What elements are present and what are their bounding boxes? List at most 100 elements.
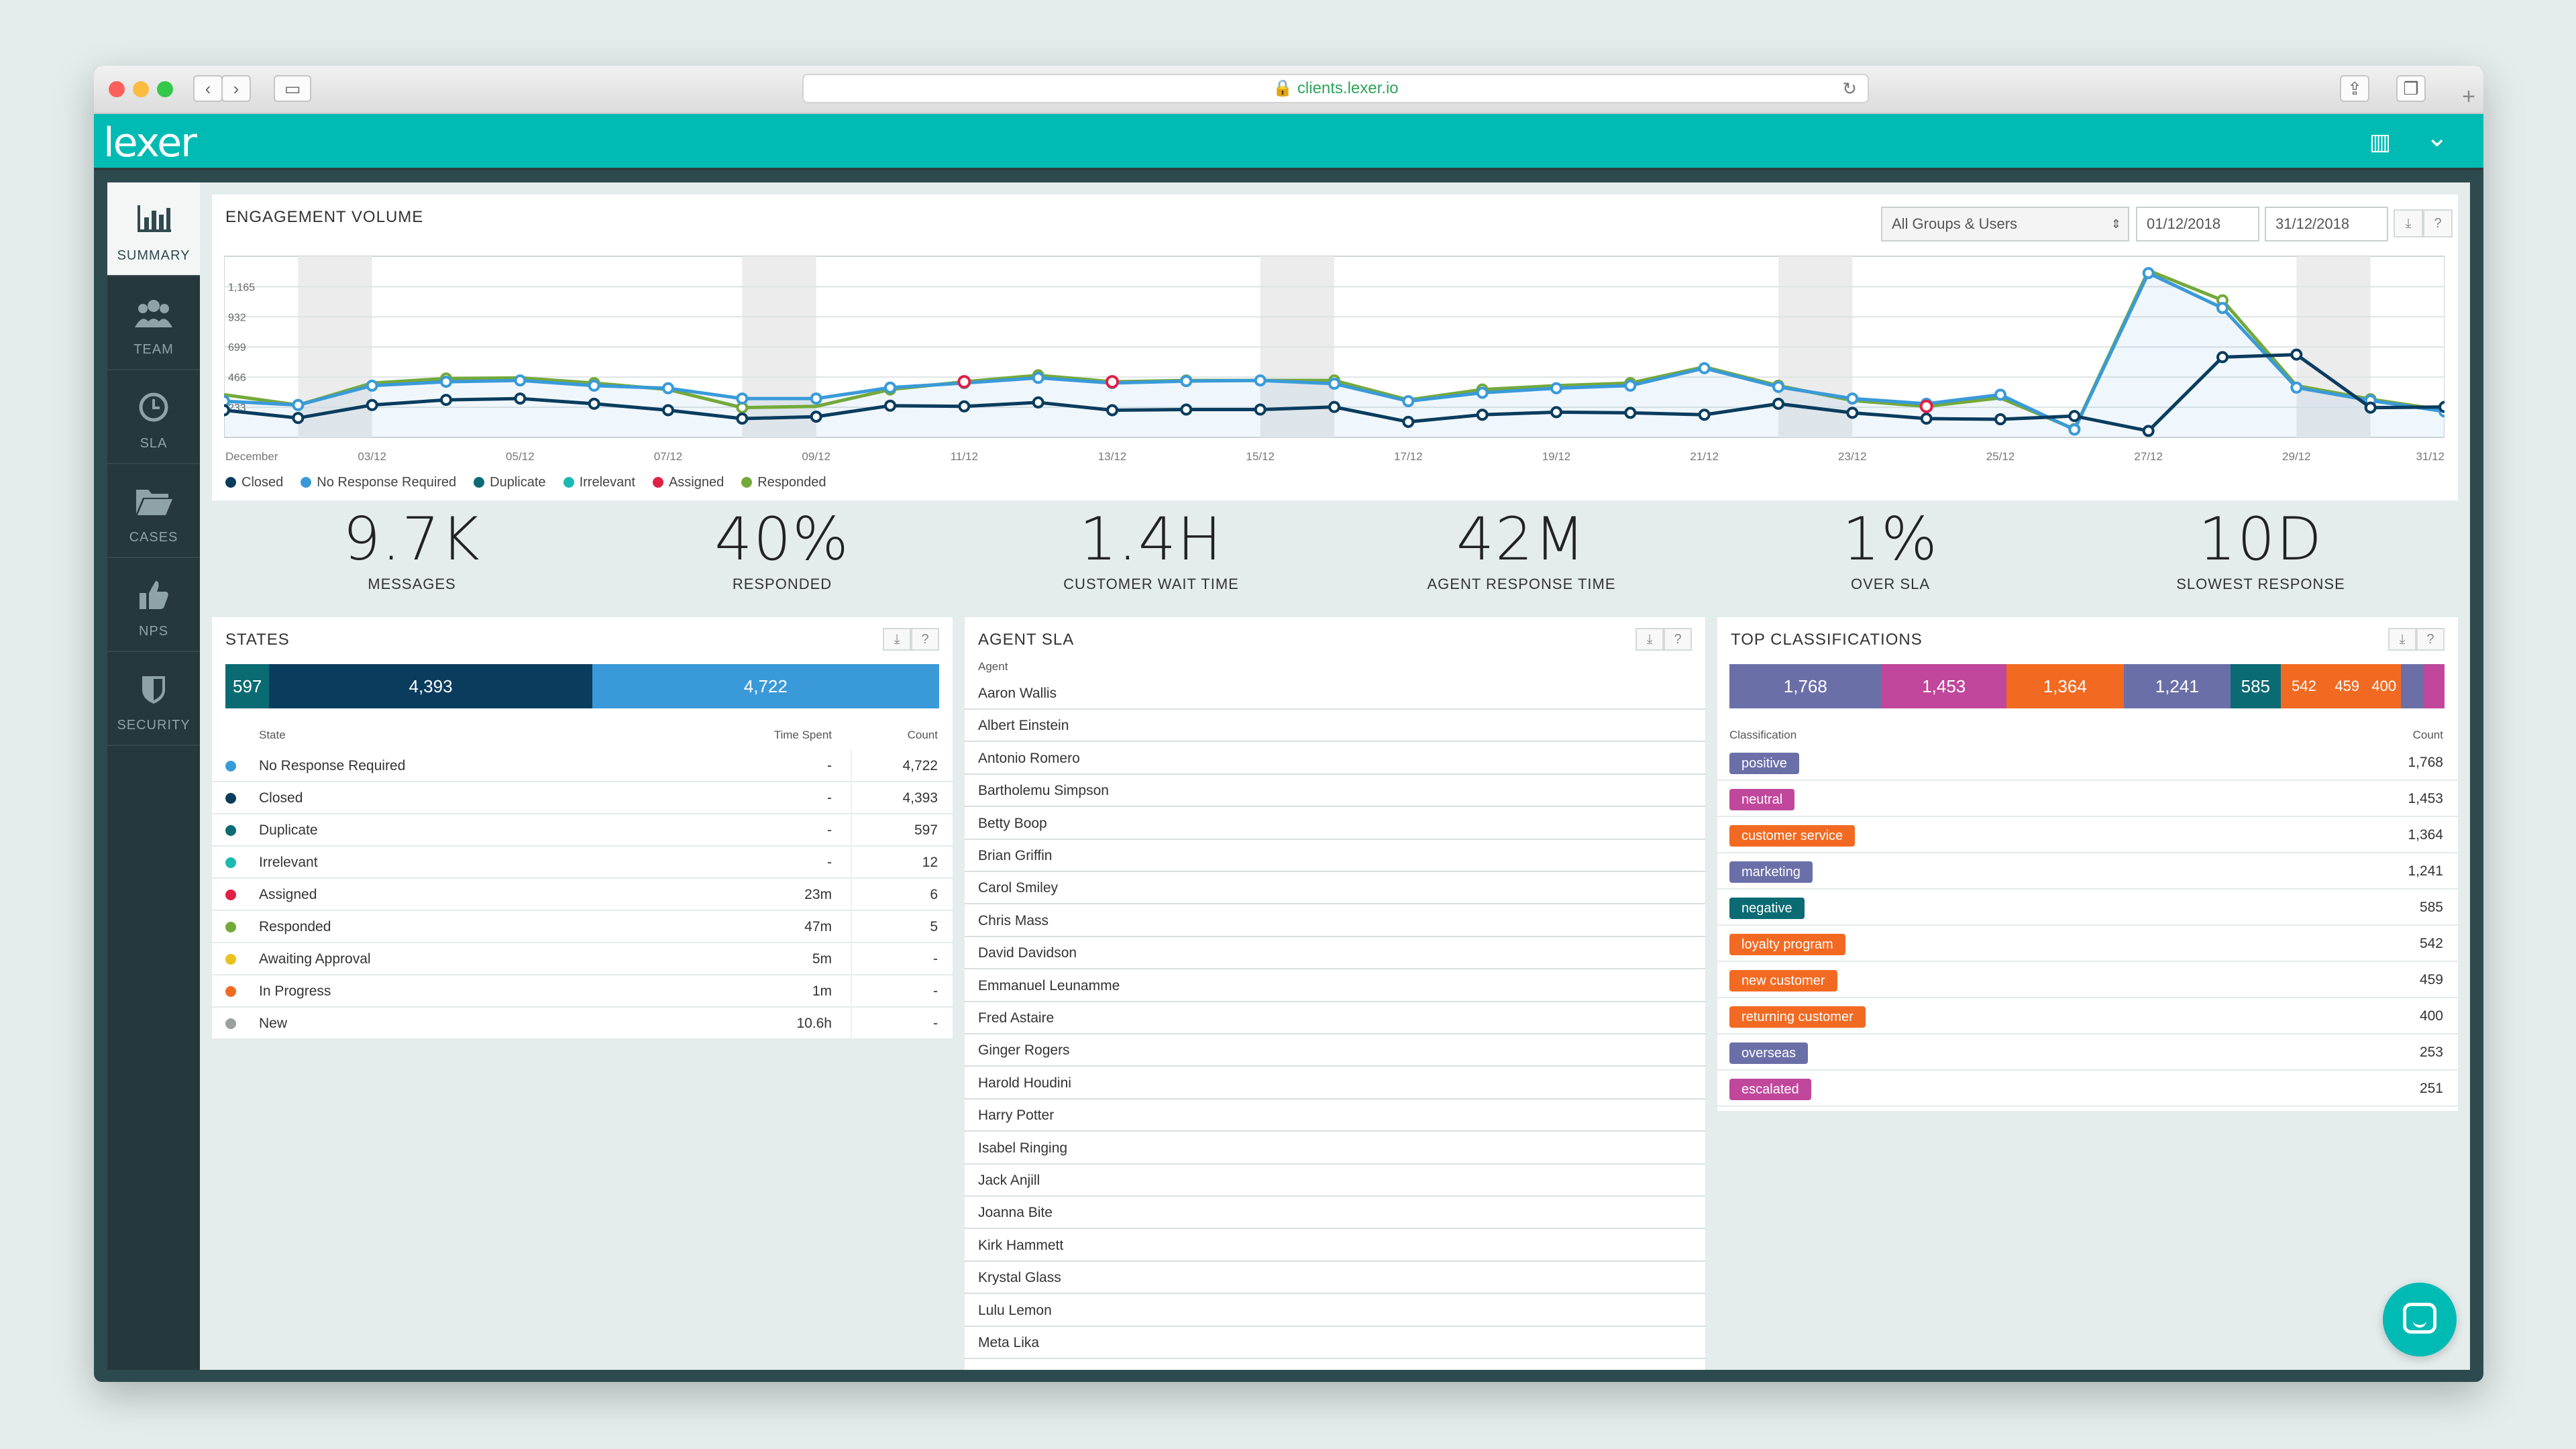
new-tab-button[interactable]: + — [2462, 84, 2475, 109]
agent-row[interactable]: Carol Smiley — [965, 872, 1705, 905]
state-row[interactable]: Closed - 4,393 — [212, 782, 953, 814]
date-from-input[interactable]: 01/12/2018 — [2136, 207, 2259, 241]
nav-item-security[interactable]: SECURITY — [107, 652, 200, 746]
classification-row[interactable]: overseas 253 — [1717, 1034, 2458, 1071]
share-icon[interactable]: ⇪ — [2340, 75, 2369, 102]
help-button[interactable]: ? — [2423, 209, 2453, 237]
chat-launcher-button[interactable] — [2383, 1283, 2457, 1356]
classification-row[interactable]: returning customer 400 — [1717, 998, 2458, 1034]
sidebar-toggle-icon[interactable]: ▭ — [274, 75, 311, 102]
agent-row[interactable]: Albert Einstein — [965, 710, 1705, 743]
agent-row[interactable]: Harry Potter — [965, 1099, 1705, 1132]
agent-row[interactable]: Meta Lika — [965, 1327, 1705, 1359]
help-button[interactable]: ? — [911, 628, 939, 651]
agent-row[interactable]: Kirk Hammett — [965, 1230, 1705, 1262]
lexer-logo[interactable]: lexer — [103, 119, 197, 166]
state-row[interactable]: In Progress 1m - — [212, 975, 953, 1008]
classification-bar-segment[interactable]: 459 — [2327, 664, 2367, 708]
classification-bar-segment[interactable] — [2401, 664, 2423, 708]
agent-row[interactable]: Ginger Rogers — [965, 1034, 1705, 1067]
classification-tag[interactable]: marketing — [1729, 861, 1813, 883]
legend-item[interactable]: Duplicate — [474, 475, 546, 490]
agent-row[interactable]: Antonio Romero — [965, 743, 1705, 775]
nav-item-summary[interactable]: SUMMARY — [107, 182, 200, 276]
state-row[interactable]: Duplicate - 597 — [212, 814, 953, 847]
classification-row[interactable]: marketing 1,241 — [1717, 853, 2458, 890]
state-row[interactable]: Assigned 23m 6 — [212, 879, 953, 911]
classification-row[interactable]: neutral 1,453 — [1717, 781, 2458, 817]
states-bar-segment[interactable]: 4,393 — [269, 664, 592, 708]
classification-bar-segment[interactable]: 1,768 — [1729, 664, 1882, 708]
legend-item[interactable]: Closed — [225, 475, 283, 490]
classification-bar-segment[interactable] — [2422, 664, 2445, 708]
help-button[interactable]: ? — [1664, 628, 1692, 651]
classification-tag[interactable]: returning customer — [1729, 1006, 1866, 1028]
classification-row[interactable]: loyalty program 542 — [1717, 926, 2458, 962]
classification-bar-segment[interactable]: 585 — [2230, 664, 2281, 708]
agent-row[interactable]: Aaron Wallis — [965, 678, 1705, 710]
date-to-input[interactable]: 31/12/2018 — [2265, 207, 2388, 241]
classification-tag[interactable]: escalated — [1729, 1079, 1811, 1100]
download-button[interactable]: ⤓ — [883, 628, 911, 651]
agent-row[interactable]: Emmanuel Leunamme — [965, 970, 1705, 1002]
state-row[interactable]: Responded 47m 5 — [212, 911, 953, 943]
legend-item[interactable]: No Response Required — [301, 475, 456, 490]
agent-row[interactable]: Brian Griffin — [965, 840, 1705, 872]
state-row[interactable]: No Response Required - 4,722 — [212, 750, 953, 782]
classification-tag[interactable]: new customer — [1729, 970, 1837, 991]
reload-icon[interactable]: ↻ — [1842, 78, 1857, 99]
nav-item-cases[interactable]: CASES — [107, 464, 200, 558]
chevron-down-icon[interactable]: ⌄ — [2426, 123, 2449, 152]
classification-bar-segment[interactable]: 1,364 — [2006, 664, 2124, 708]
nav-item-nps[interactable]: NPS — [107, 558, 200, 652]
help-button[interactable]: ? — [2416, 628, 2445, 651]
classification-tag[interactable]: neutral — [1729, 789, 1795, 810]
agent-row[interactable]: David Davidson — [965, 937, 1705, 970]
state-row[interactable]: Irrelevant - 12 — [212, 847, 953, 879]
agent-row[interactable]: Krystal Glass — [965, 1262, 1705, 1295]
states-bar-segment[interactable]: 597 — [225, 664, 270, 708]
classification-tag[interactable]: loyalty program — [1729, 934, 1845, 955]
agent-row[interactable]: Jack Anjill — [965, 1165, 1705, 1197]
agent-row[interactable]: Chris Mass — [965, 905, 1705, 937]
back-button[interactable]: ‹ — [193, 75, 223, 102]
nav-item-team[interactable]: TEAM — [107, 276, 200, 370]
classification-tag[interactable]: customer service — [1729, 825, 1856, 847]
classification-bar-segment[interactable]: 1,453 — [1881, 664, 2006, 708]
download-button[interactable]: ⤓ — [2388, 628, 2416, 651]
forward-button[interactable]: › — [221, 75, 251, 102]
download-button[interactable]: ⤓ — [1635, 628, 1664, 651]
state-row[interactable]: Awaiting Approval 5m - — [212, 943, 953, 975]
classification-row[interactable]: negative 585 — [1717, 890, 2458, 926]
classification-tag[interactable]: positive — [1729, 753, 1799, 774]
download-button[interactable]: ⤓ — [2394, 209, 2423, 237]
state-row[interactable]: New 10.6h - — [212, 1008, 953, 1040]
agent-row[interactable]: Isabel Ringing — [965, 1132, 1705, 1165]
classification-bar-segment[interactable]: 542 — [2280, 664, 2328, 708]
classification-tag[interactable]: overseas — [1729, 1042, 1809, 1064]
minimize-window-button[interactable] — [133, 81, 149, 97]
agent-row[interactable]: Betty Boop — [965, 808, 1705, 840]
nav-item-sla[interactable]: SLA — [107, 370, 200, 464]
legend-item[interactable]: Assigned — [652, 475, 724, 490]
building-icon[interactable]: ▥ — [2369, 129, 2392, 155]
agent-row[interactable]: Bartholemu Simpson — [965, 775, 1705, 808]
agent-row[interactable]: Lulu Lemon — [965, 1295, 1705, 1327]
maximize-window-button[interactable] — [157, 81, 173, 97]
group-user-select[interactable]: All Groups & Users ⇕ — [1881, 207, 2129, 241]
classification-row[interactable]: escalated 251 — [1717, 1071, 2458, 1107]
classification-row[interactable]: customer service 1,364 — [1717, 817, 2458, 853]
agent-row[interactable]: Harold Houdini — [965, 1067, 1705, 1099]
classification-tag[interactable]: negative — [1729, 898, 1805, 919]
classification-bar-segment[interactable]: 400 — [2367, 664, 2402, 708]
address-bar[interactable]: 🔒 clients.lexer.io ↻ — [802, 74, 1869, 103]
states-bar-segment[interactable]: 4,722 — [592, 664, 939, 708]
agent-row[interactable]: Fred Astaire — [965, 1002, 1705, 1034]
classification-row[interactable]: positive 1,768 — [1717, 745, 2458, 781]
classification-row[interactable]: new customer 459 — [1717, 962, 2458, 998]
agent-row[interactable]: Joanna Bite — [965, 1197, 1705, 1230]
tabs-overview-icon[interactable]: ❐ — [2396, 75, 2426, 102]
classification-bar-segment[interactable]: 1,241 — [2123, 664, 2231, 708]
legend-item[interactable]: Irrelevant — [563, 475, 635, 490]
close-window-button[interactable] — [109, 81, 125, 97]
